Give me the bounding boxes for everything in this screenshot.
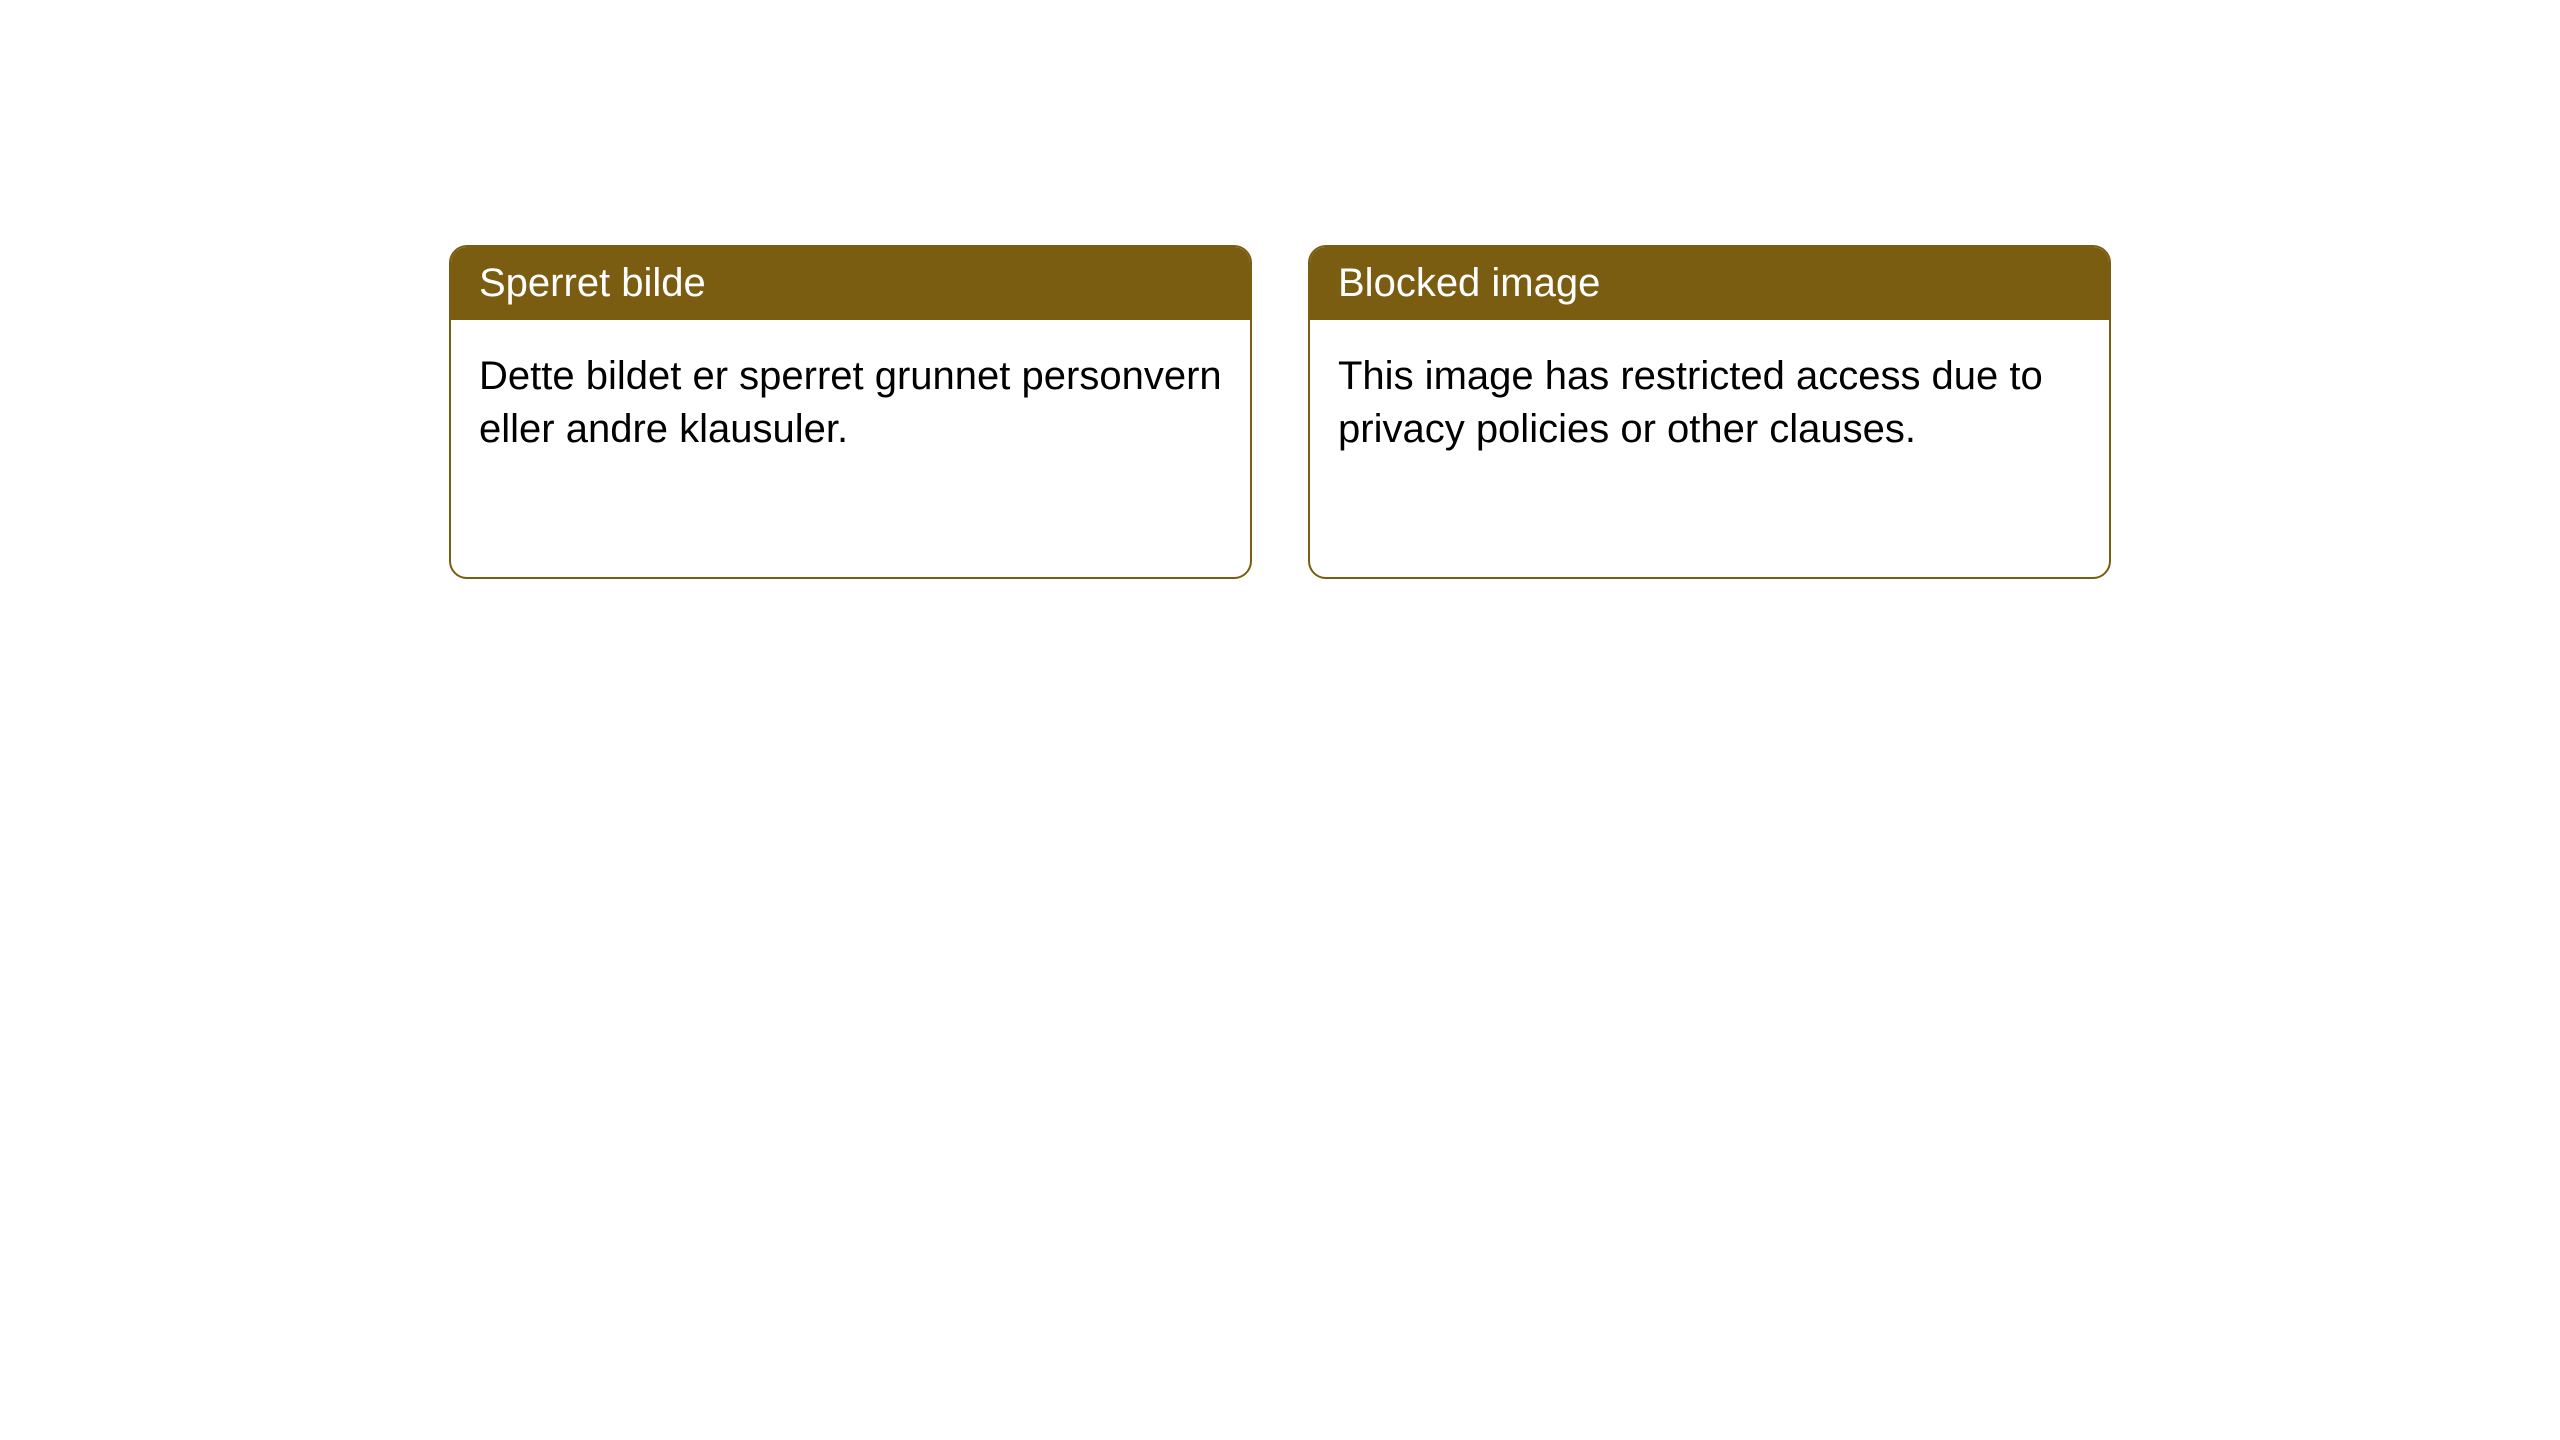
- card-header-norwegian: Sperret bilde: [451, 247, 1250, 320]
- card-title-norwegian: Sperret bilde: [479, 261, 706, 305]
- notice-card-norwegian: Sperret bilde Dette bildet er sperret gr…: [449, 245, 1252, 579]
- card-title-english: Blocked image: [1338, 261, 1600, 305]
- notice-container: Sperret bilde Dette bildet er sperret gr…: [0, 0, 2560, 579]
- notice-card-english: Blocked image This image has restricted …: [1308, 245, 2111, 579]
- card-message-norwegian: Dette bildet er sperret grunnet personve…: [479, 354, 1222, 451]
- card-body-norwegian: Dette bildet er sperret grunnet personve…: [451, 320, 1250, 486]
- card-header-english: Blocked image: [1310, 247, 2109, 320]
- card-message-english: This image has restricted access due to …: [1338, 354, 2043, 451]
- card-body-english: This image has restricted access due to …: [1310, 320, 2109, 486]
